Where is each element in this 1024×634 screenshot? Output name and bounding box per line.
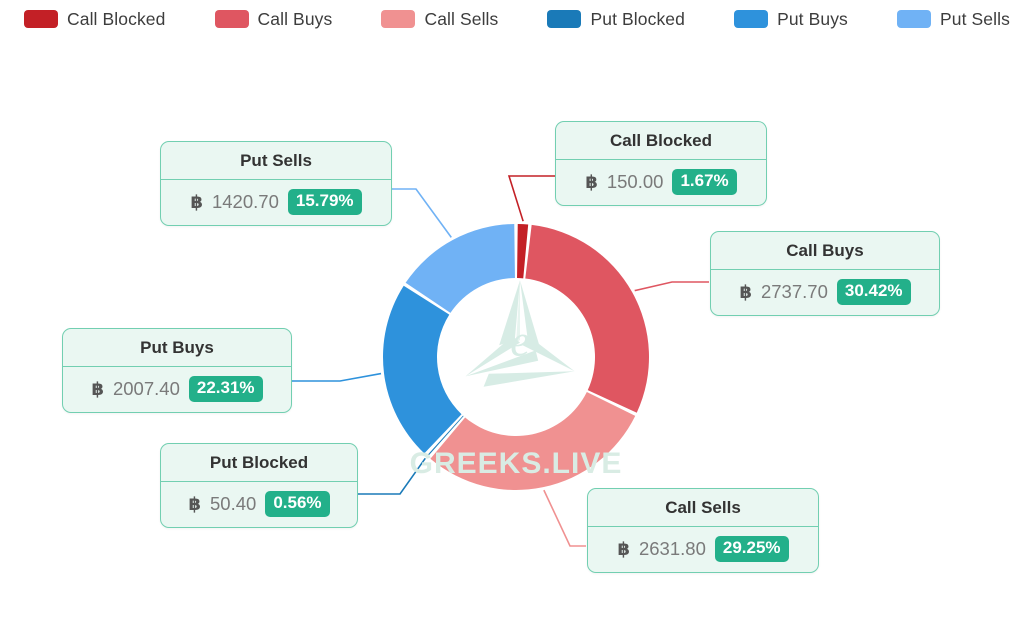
callout-value-row: ฿ 1420.70 15.79%: [161, 180, 391, 225]
legend-item-call-blocked[interactable]: Call Blocked: [24, 9, 165, 30]
callout-title: Put Buys: [63, 329, 291, 367]
callout-value-row: ฿ 2631.80 29.25%: [588, 527, 818, 572]
connector-call-sells: [543, 489, 586, 547]
callout-connectors: [292, 175, 709, 547]
callout-call-blocked[interactable]: Call Blocked ฿ 150.00 1.67%: [555, 121, 767, 206]
connector-put-sells: [392, 188, 452, 238]
bitcoin-icon: ฿: [190, 191, 203, 212]
legend-item-call-sells[interactable]: Call Sells: [381, 9, 498, 30]
legend-label: Call Blocked: [67, 8, 166, 29]
callout-percent-badge: 30.42%: [836, 279, 911, 305]
bitcoin-icon: ฿: [91, 378, 104, 399]
callout-put-sells[interactable]: Put Sells ฿ 1420.70 15.79%: [160, 141, 392, 226]
callout-percent-badge: 0.56%: [265, 491, 330, 517]
legend-label: Put Buys: [777, 8, 848, 29]
legend-label: Put Sells: [939, 8, 1010, 29]
legend-swatch-icon: [547, 10, 582, 28]
legend-item-put-blocked[interactable]: Put Blocked: [547, 9, 685, 30]
connector-put-buys: [292, 372, 382, 382]
legend-label: Call Buys: [257, 8, 333, 29]
callout-put-buys[interactable]: Put Buys ฿ 2007.40 22.31%: [62, 328, 292, 413]
donut-slice-put-buys[interactable]: [383, 285, 462, 454]
legend-swatch-icon: [381, 10, 416, 28]
donut-slice-put-sells[interactable]: [405, 224, 515, 313]
donut-slice-call-buys[interactable]: [525, 224, 649, 413]
callout-amount: 1420.70: [211, 190, 279, 212]
callout-percent-badge: 15.79%: [287, 189, 362, 215]
callout-title: Call Sells: [588, 489, 818, 527]
callout-percent-badge: 22.31%: [188, 376, 263, 402]
callout-call-buys[interactable]: Call Buys ฿ 2737.70 30.42%: [710, 231, 940, 316]
legend-swatch-icon: [214, 10, 249, 28]
legend-swatch-icon: [24, 10, 58, 28]
legend-item-put-sells[interactable]: Put Sells: [896, 8, 1010, 30]
callout-amount: 150.00: [606, 170, 664, 192]
callout-value-row: ฿ 2737.70 30.42%: [711, 270, 939, 315]
callout-amount: 2737.70: [760, 280, 828, 302]
bitcoin-icon: ฿: [617, 538, 630, 559]
donut-slice-call-blocked[interactable]: [517, 224, 529, 279]
callout-amount: 2631.80: [638, 537, 706, 559]
callout-amount: 50.40: [210, 492, 257, 514]
legend-item-call-buys[interactable]: Call Buys: [214, 8, 333, 30]
legend-label: Call Sells: [424, 8, 499, 29]
callout-percent-badge: 29.25%: [714, 536, 789, 562]
callout-value-row: ฿ 150.00 1.67%: [556, 160, 766, 205]
legend-label: Put Blocked: [590, 8, 685, 29]
connector-put-blocked: [358, 457, 426, 495]
callout-amount: 2007.40: [112, 377, 180, 399]
callout-title: Call Blocked: [556, 122, 766, 160]
legend-swatch-icon: [734, 10, 769, 28]
donut-slice-call-sells[interactable]: [430, 391, 636, 491]
callout-title: Call Buys: [711, 232, 939, 270]
bitcoin-icon: ฿: [188, 493, 202, 514]
donut-slices: [383, 224, 649, 491]
callout-title: Put Blocked: [161, 444, 357, 482]
legend-item-put-buys[interactable]: Put Buys: [734, 9, 848, 30]
bitcoin-icon: ฿: [739, 281, 752, 302]
callout-value-row: ฿ 50.40 0.56%: [161, 482, 357, 527]
chart-legend: Call Blocked Call Buys Call Sells Put Block…: [0, 0, 1024, 38]
callout-title: Put Sells: [161, 142, 391, 180]
connector-call-blocked: [507, 175, 556, 222]
legend-swatch-icon: [896, 10, 931, 28]
bitcoin-icon: ฿: [585, 171, 598, 192]
donut-slice-put-blocked[interactable]: [426, 415, 464, 457]
connector-call-buys: [634, 281, 709, 292]
callout-call-sells[interactable]: Call Sells ฿ 2631.80 29.25%: [587, 488, 819, 573]
callout-percent-badge: 1.67%: [672, 169, 737, 195]
callout-value-row: ฿ 2007.40 22.31%: [63, 367, 291, 412]
callout-put-blocked[interactable]: Put Blocked ฿ 50.40 0.56%: [160, 443, 358, 528]
